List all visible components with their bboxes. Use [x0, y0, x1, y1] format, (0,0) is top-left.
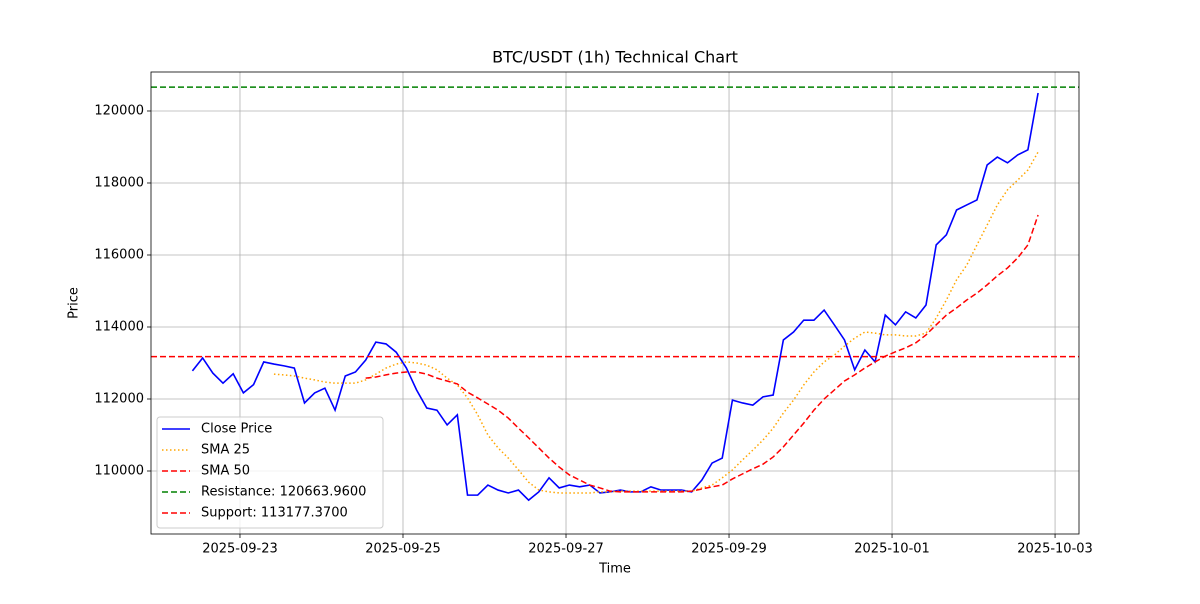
series-line	[273, 151, 1039, 494]
series-line	[365, 214, 1039, 493]
y-axis-label: Price	[67, 287, 82, 319]
y-tick-label: 118000	[94, 175, 144, 190]
y-tick-label: 116000	[94, 247, 144, 262]
legend-label: Support: 113177.3700	[201, 506, 348, 521]
legend-label: Close Price	[201, 422, 272, 437]
y-tick-label: 110000	[94, 463, 144, 478]
x-tick-label: 2025-10-03	[1017, 542, 1093, 557]
plot-frame	[150, 71, 1080, 535]
legend-label: Resistance: 120663.9600	[201, 485, 366, 500]
x-tick-label: 2025-09-27	[528, 542, 604, 557]
x-tick-label: 2025-09-29	[691, 542, 767, 557]
x-axis-label: Time	[598, 562, 631, 577]
legend-box	[156, 416, 384, 529]
legend-label: SMA 25	[201, 443, 250, 458]
x-tick-label: 2025-09-23	[202, 542, 278, 557]
y-tick-label: 114000	[94, 319, 144, 334]
legend-label: SMA 50	[201, 464, 250, 479]
y-tick-label: 120000	[94, 103, 144, 118]
x-tick-label: 2025-09-25	[365, 542, 441, 557]
y-tick-label: 112000	[94, 391, 144, 406]
chart-title: BTC/USDT (1h) Technical Chart	[492, 48, 738, 67]
x-tick-label: 2025-10-01	[854, 542, 930, 557]
